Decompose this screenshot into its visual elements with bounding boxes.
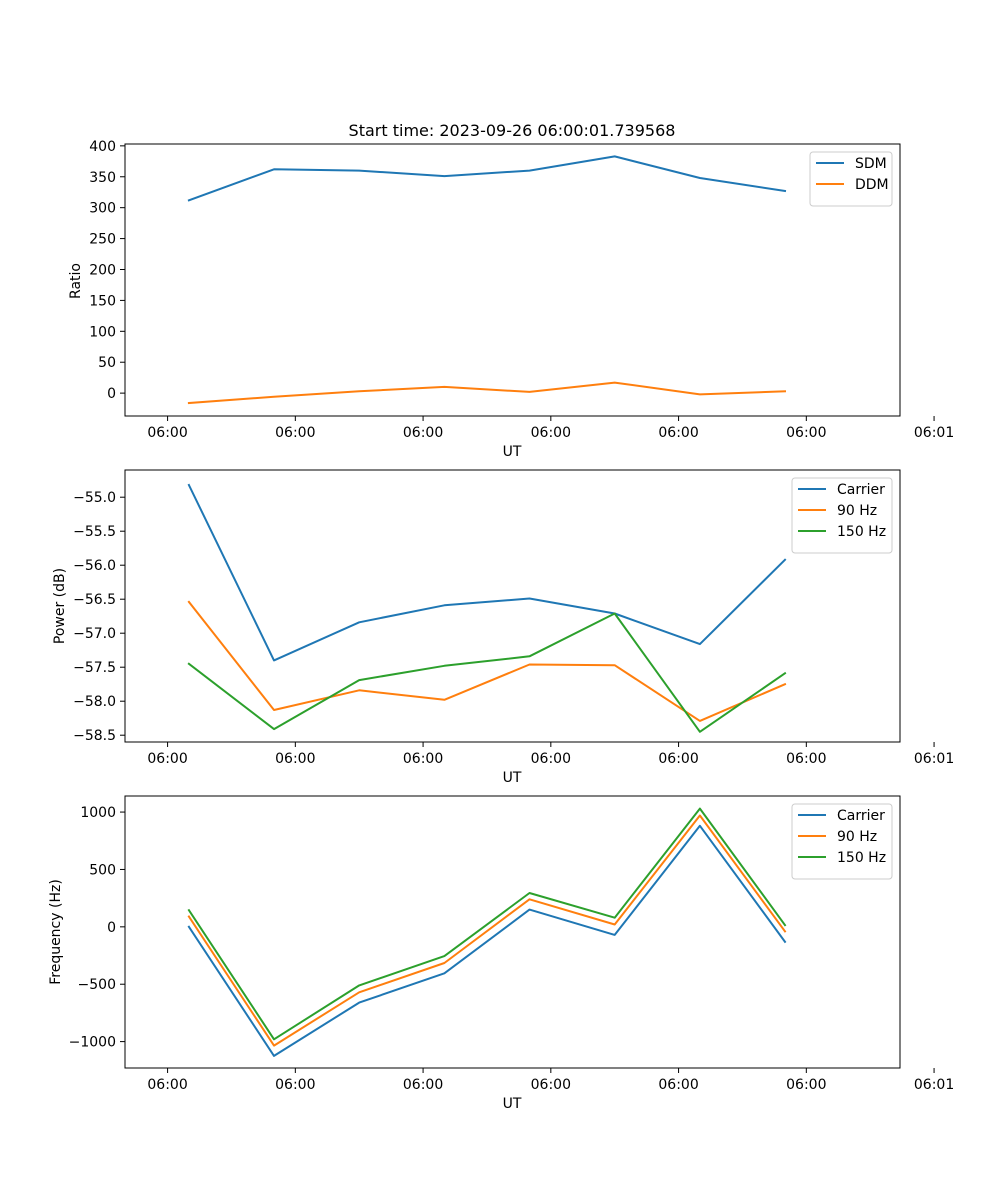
power-panel-xtick-label: 06:00 bbox=[275, 751, 315, 767]
power-panel-series-carrier bbox=[187, 483, 787, 662]
figure-title: Start time: 2023-09-26 06:00:01.739568 bbox=[349, 121, 676, 140]
frequency-panel-legend-label: Carrier bbox=[837, 808, 885, 824]
ratio-panel-ytick-label: 300 bbox=[89, 201, 116, 217]
frequency-panel-ylabel: Frequency (Hz) bbox=[48, 879, 64, 985]
frequency-panel-legend-label: 90 Hz bbox=[837, 829, 877, 845]
power-panel-ytick-label: −56.5 bbox=[73, 592, 116, 608]
power-panel-xtick-label: 06:00 bbox=[147, 751, 187, 767]
power-panel-ytick-label: −55.0 bbox=[73, 490, 116, 506]
frequency-panel-axes-frame bbox=[124, 795, 901, 1069]
frequency-panel-xtick-label: 06:00 bbox=[403, 1077, 443, 1093]
frequency-panel-xtick-label: 06:00 bbox=[147, 1077, 187, 1093]
power-panel-ytick-label: −55.5 bbox=[73, 524, 116, 540]
power-panel-ytick-label: −57.5 bbox=[73, 660, 116, 676]
power-panel-xtick-label: 06:00 bbox=[658, 751, 698, 767]
ratio-panel-xtick-label: 06:00 bbox=[147, 425, 187, 441]
frequency-panel-ytick-label: −500 bbox=[78, 977, 116, 993]
power-panel-legend-label: Carrier bbox=[837, 482, 885, 498]
ratio-panel-series-ddm bbox=[187, 381, 787, 405]
power-panel-xtick-label: 06:01 bbox=[914, 751, 954, 767]
ratio-panel-axes-frame bbox=[124, 143, 901, 417]
ratio-panel-series-sdm bbox=[187, 155, 787, 202]
power-panel-ylabel: Power (dB) bbox=[52, 568, 68, 644]
ratio-panel: Start time: 2023-09-26 06:00:01.739568 R… bbox=[68, 121, 954, 460]
power-panel-axes-frame bbox=[124, 469, 901, 743]
ratio-panel-legend: SDM DDM bbox=[809, 151, 893, 207]
frequency-panel-xtick-label: 06:00 bbox=[786, 1077, 826, 1093]
ratio-panel-legend-frame bbox=[809, 151, 893, 207]
frequency-panel-series-90-hz bbox=[187, 814, 787, 1047]
frequency-panel: Frequency (Hz) UT 06:00 06:00 06:00 06:00 06… bbox=[48, 795, 954, 1112]
ratio-panel-xtick-label: 06:00 bbox=[275, 425, 315, 441]
ratio-panel-legend-label: SDM bbox=[855, 156, 887, 172]
ratio-panel-xtick-label: 06:00 bbox=[786, 425, 826, 441]
power-panel-legend-label: 90 Hz bbox=[837, 503, 877, 519]
ratio-panel-xtick-label: 06:00 bbox=[531, 425, 571, 441]
frequency-panel-ytick-label: 500 bbox=[89, 862, 116, 878]
ratio-panel-xtick-label: 06:01 bbox=[914, 425, 954, 441]
ratio-panel-ytick-label: 400 bbox=[89, 139, 116, 155]
frequency-panel-xtick-label: 06:00 bbox=[531, 1077, 571, 1093]
frequency-panel-ytick-label: −1000 bbox=[69, 1035, 116, 1051]
frequency-panel-ytick-label: 1000 bbox=[80, 805, 116, 821]
power-panel-xlabel: UT bbox=[503, 770, 522, 786]
ratio-panel-ylabel: Ratio bbox=[68, 263, 84, 299]
ratio-panel-ytick-label: 200 bbox=[89, 262, 116, 278]
frequency-panel-legend-label: 150 Hz bbox=[837, 850, 886, 866]
power-panel-xtick-label: 06:00 bbox=[531, 751, 571, 767]
frequency-panel-legend-frame bbox=[791, 803, 893, 880]
power-panel-xtick-label: 06:00 bbox=[786, 751, 826, 767]
power-panel-ytick-label: −56.0 bbox=[73, 558, 116, 574]
power-panel-legend: Carrier 90 Hz 150 Hz bbox=[791, 477, 893, 554]
power-panel-series-150-hz bbox=[187, 612, 787, 733]
ratio-panel-ytick-label: 150 bbox=[89, 293, 116, 309]
ratio-panel-ytick-label: 100 bbox=[89, 324, 116, 340]
power-panel-ytick-label: −57.0 bbox=[73, 626, 116, 642]
power-panel-legend-frame bbox=[791, 477, 893, 554]
power-panel: Power (dB) UT 06:00 06:00 06:00 06:00 06:00 0… bbox=[52, 469, 954, 786]
power-panel-ytick-label: −58.5 bbox=[73, 728, 116, 744]
ratio-panel-xlabel: UT bbox=[503, 444, 522, 460]
frequency-panel-series-carrier bbox=[187, 824, 787, 1057]
power-panel-ytick-label: −58.0 bbox=[73, 694, 116, 710]
power-panel-xtick-label: 06:00 bbox=[403, 751, 443, 767]
ratio-panel-xtick-label: 06:00 bbox=[403, 425, 443, 441]
ratio-panel-legend-label: DDM bbox=[855, 177, 889, 193]
frequency-panel-xtick-label: 06:01 bbox=[914, 1077, 954, 1093]
frequency-panel-ytick-label: 0 bbox=[107, 920, 116, 936]
ratio-panel-ytick-label: 0 bbox=[107, 386, 116, 402]
frequency-panel-series-150-hz bbox=[187, 807, 787, 1041]
ratio-panel-ytick-label: 350 bbox=[89, 170, 116, 186]
frequency-panel-xlabel: UT bbox=[503, 1096, 522, 1112]
ratio-panel-ytick-label: 50 bbox=[98, 355, 116, 371]
frequency-panel-xtick-label: 06:00 bbox=[275, 1077, 315, 1093]
frequency-panel-legend: Carrier 90 Hz 150 Hz bbox=[791, 803, 893, 880]
power-panel-legend-label: 150 Hz bbox=[837, 524, 886, 540]
ratio-panel-xtick-label: 06:00 bbox=[658, 425, 698, 441]
frequency-panel-xtick-label: 06:00 bbox=[658, 1077, 698, 1093]
ratio-panel-ytick-label: 250 bbox=[89, 232, 116, 248]
